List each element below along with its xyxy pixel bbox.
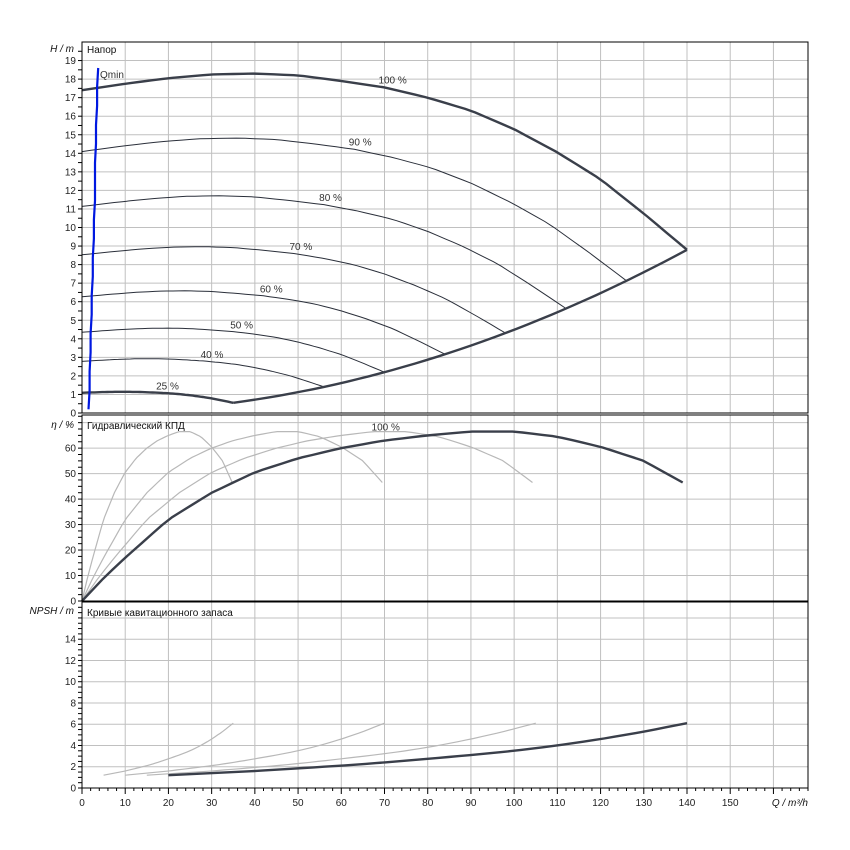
panel-frame [81,414,809,602]
x-tick-label: 40 [249,798,261,809]
efficiency-curve-25 [81,431,233,602]
efficiency-panel-title: Гидравлический КПД [87,421,185,432]
x-tick-label: 80 [422,798,434,809]
y-tick-label: 1 [70,390,76,401]
y-tick-label: 60 [65,444,77,455]
head-axis-label: H / m [50,44,74,55]
x-tick-label: 50 [293,798,305,809]
npsh-panel-title: Кривые кавитационного запаса [87,608,233,619]
y-tick-label: 18 [65,75,77,86]
y-tick-label: 6 [70,297,76,308]
y-tick-label: 8 [70,260,76,271]
y-tick-label: 10 [65,223,77,234]
efficiency-curve-label: 100 % [372,423,400,434]
y-tick-label: 0 [70,409,76,420]
x-tick-label: 120 [592,798,609,809]
y-tick-label: 5 [70,316,76,327]
efficiency-axis-label: η / % [51,420,74,431]
x-tick-label: 0 [79,798,85,809]
y-tick-label: 20 [65,546,77,557]
x-tick-label: 90 [465,798,477,809]
y-tick-label: 3 [70,353,76,364]
head-panel-title: Напор [87,45,117,56]
y-tick-label: 40 [65,495,77,506]
x-tick-label: 150 [722,798,739,809]
y-tick-label: 2 [70,762,76,773]
y-tick-label: 19 [65,56,77,67]
grid [82,42,808,788]
y-tick-label: 0 [70,784,76,795]
x-tick-label: 20 [163,798,175,809]
head-curve-80 [81,195,567,309]
head-curve-label: 70 % [290,242,313,253]
y-tick-label: 17 [65,93,77,104]
y-tick-label: 7 [70,279,76,290]
y-tick-label: 12 [65,656,77,667]
x-tick-label: 130 [635,798,652,809]
head-curve-label: 50 % [230,320,253,331]
panel-frame [81,601,809,789]
x-tick-label: 140 [679,798,696,809]
y-tick-label: 9 [70,242,76,253]
npsh-curve-100 [168,722,688,777]
y-tick-label: 14 [65,149,77,160]
x-axis-label: Q / m³/h [772,798,809,809]
head-curve-40 [81,358,325,388]
y-tick-label: 50 [65,469,77,480]
x-tick-label: 70 [379,798,391,809]
y-tick-label: 4 [70,741,76,752]
y-tick-label: 11 [66,204,77,215]
head-curve-label: 90 % [349,138,372,149]
head-curve-label: 100 % [378,76,406,87]
efficiency-curve-100 [81,430,684,602]
y-tick-label: 30 [65,520,77,531]
y-tick-label: 4 [70,334,76,345]
x-tick-label: 60 [336,798,348,809]
npsh-axis-label: NPSH / m [30,606,74,617]
head-curve-label: 80 % [319,193,342,204]
head-curve-100 [81,72,688,251]
head-curve-label: 60 % [260,284,283,295]
head-curve-50 [81,327,385,373]
x-tick-label: 30 [206,798,218,809]
y-tick-label: 12 [65,186,77,197]
y-tick-label: 13 [65,167,77,178]
labels: Напор Гидравлический КПД Кривые кавитаци… [30,44,809,809]
x-tick-label: 110 [549,798,565,809]
head-curve-60 [81,290,446,355]
npsh-curve-50 [125,722,385,776]
y-tick-label: 16 [65,112,77,123]
efficiency-curve-50 [81,431,383,602]
y-tick-label: 8 [70,698,76,709]
qmin-label: Qmin [100,70,124,81]
curves [81,67,688,777]
y-tick-label: 15 [65,130,77,141]
head-curve-25 [81,390,234,404]
efficiency-curve-75 [81,431,533,602]
head-curve-label: 40 % [201,350,224,361]
x-tick-label: 10 [120,798,132,809]
y-tick-label: 2 [70,371,76,382]
panel-frames [78,41,809,794]
head-curve-70 [81,246,506,334]
qmin-line [87,67,100,410]
y-tick-label: 0 [70,597,76,608]
head-curve-label: 25 % [156,382,179,393]
npsh-curve-25 [103,722,234,776]
y-tick-label: 14 [65,635,77,646]
head-curve-90 [81,137,627,282]
y-tick-label: 10 [65,571,77,582]
operating-limit-curve [233,248,688,404]
y-tick-label: 6 [70,720,76,731]
npsh-curve-75 [146,722,536,776]
x-tick-label: 100 [506,798,523,809]
y-tick-label: 10 [65,677,77,688]
